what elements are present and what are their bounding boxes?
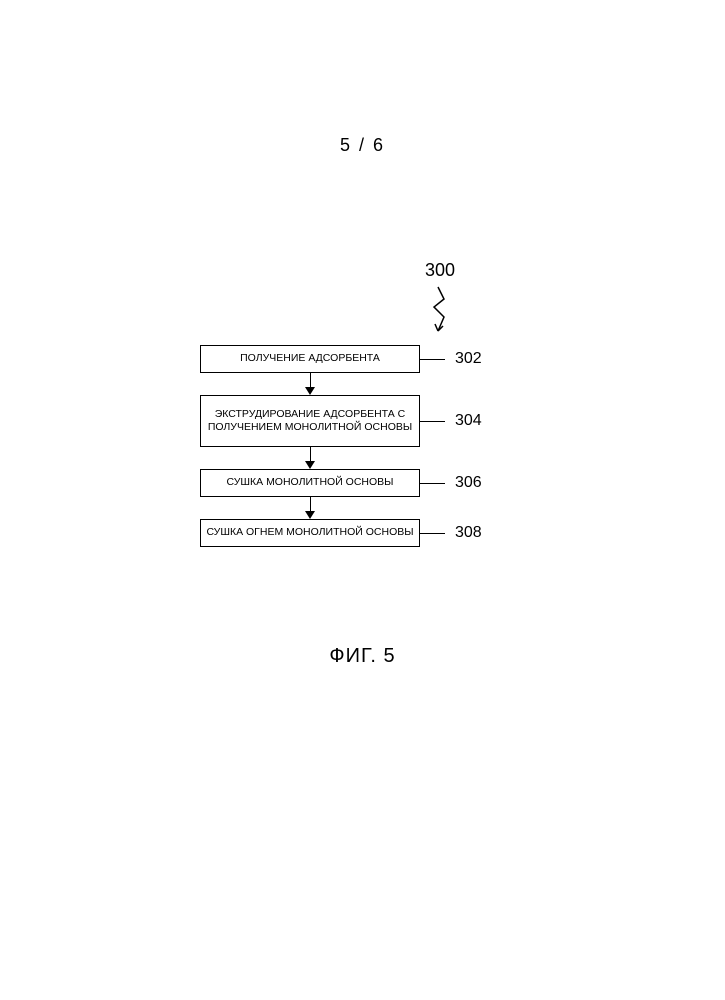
flowchart-body: ПОЛУЧЕНИЕ АДСОРБЕНТА 302 ЭКСТРУДИРОВАНИЕ…	[200, 345, 540, 547]
node-label: СУШКА ОГНЕМ МОНОЛИТНОЙ ОСНОВЫ	[206, 526, 413, 539]
flow-node: СУШКА МОНОЛИТНОЙ ОСНОВЫ 306	[200, 469, 540, 497]
leader-line	[420, 483, 445, 484]
arrow-down-icon	[200, 497, 420, 519]
flow-node: ЭКСТРУДИРОВАНИЕ АДСОРБЕНТА С ПОЛУЧЕНИЕМ …	[200, 395, 540, 447]
node-label-line1: ЭКСТРУДИРОВАНИЕ АДСОРБЕНТА С	[215, 408, 406, 421]
node-box-302: ПОЛУЧЕНИЕ АДСОРБЕНТА	[200, 345, 420, 373]
figure-caption: ФИГ. 5	[0, 645, 725, 668]
node-box-306: СУШКА МОНОЛИТНОЙ ОСНОВЫ	[200, 469, 420, 497]
arrow-down-icon	[200, 447, 420, 469]
leader-line	[420, 533, 445, 534]
diagram-reference-main: 300	[425, 260, 455, 281]
node-ref: 306	[455, 474, 482, 492]
leader-line	[420, 359, 445, 360]
node-label: ПОЛУЧЕНИЕ АДСОРБЕНТА	[240, 352, 380, 365]
node-ref: 304	[455, 412, 482, 430]
node-ref: 308	[455, 524, 482, 542]
node-box-304: ЭКСТРУДИРОВАНИЕ АДСОРБЕНТА С ПОЛУЧЕНИЕМ …	[200, 395, 420, 447]
leader-line	[420, 421, 445, 422]
reference-arrow-icon	[430, 285, 450, 335]
flow-node: СУШКА ОГНЕМ МОНОЛИТНОЙ ОСНОВЫ 308	[200, 519, 540, 547]
node-label-line2: ПОЛУЧЕНИЕМ МОНОЛИТНОЙ ОСНОВЫ	[208, 421, 412, 434]
node-box-308: СУШКА ОГНЕМ МОНОЛИТНОЙ ОСНОВЫ	[200, 519, 420, 547]
node-ref: 302	[455, 350, 482, 368]
arrow-down-icon	[200, 373, 420, 395]
node-label: СУШКА МОНОЛИТНОЙ ОСНОВЫ	[227, 476, 394, 489]
flow-node: ПОЛУЧЕНИЕ АДСОРБЕНТА 302	[200, 345, 540, 373]
page-number: 5 / 6	[0, 135, 725, 156]
